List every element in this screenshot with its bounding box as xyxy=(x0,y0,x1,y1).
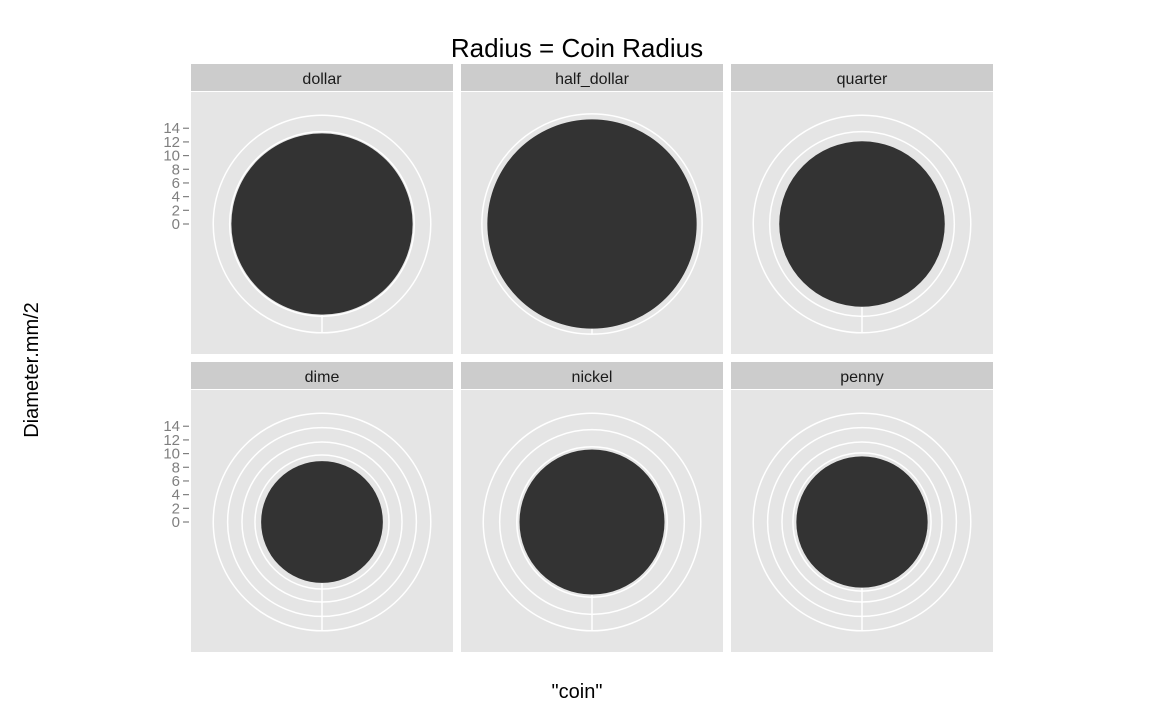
y-axis-label: Diameter.mm/2 xyxy=(21,302,43,438)
facet-strip-label: half_dollar xyxy=(555,71,630,88)
facet-strip-label: dime xyxy=(305,369,340,386)
coin-disc-dollar xyxy=(231,133,412,314)
coin-disc-dime xyxy=(261,461,383,583)
facet-strip-label: penny xyxy=(840,369,884,386)
y-tick-label: 14 xyxy=(163,418,180,435)
y-tick-label: 14 xyxy=(163,120,180,137)
facet-panel-penny: penny xyxy=(731,362,993,652)
facet-panel-nickel: nickel xyxy=(461,362,723,652)
coin-disc-penny xyxy=(796,456,927,587)
facet-strip-label: dollar xyxy=(302,71,342,88)
coin-disc-nickel xyxy=(519,449,664,594)
coin-disc-half_dollar xyxy=(487,119,696,328)
coin-disc-quarter xyxy=(779,141,945,307)
facet-strip-label: quarter xyxy=(837,71,888,88)
facet-strip-label: nickel xyxy=(572,369,613,386)
facet-panel-half_dollar: half_dollar xyxy=(461,64,723,354)
chart-title: Radius = Coin Radius xyxy=(451,33,703,63)
x-axis-label: "coin" xyxy=(552,681,603,703)
facet-panel-quarter: quarter xyxy=(731,64,993,354)
